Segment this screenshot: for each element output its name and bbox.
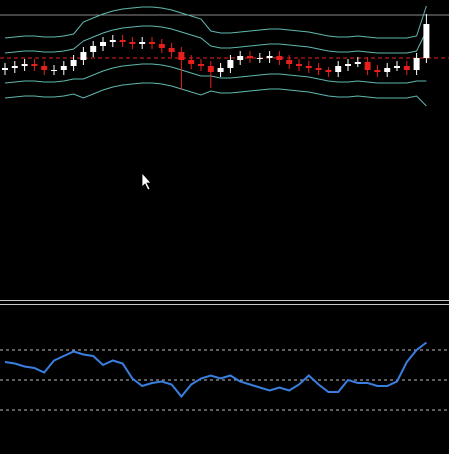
candle-body [129, 42, 136, 44]
candle-body [60, 66, 67, 70]
candle-body [178, 52, 185, 60]
candle-body [286, 60, 293, 64]
candle-body [227, 60, 234, 68]
candle-body [51, 70, 57, 71]
candle-body [198, 64, 204, 66]
candle-body [139, 42, 146, 44]
candle-body [413, 58, 420, 70]
candle-body [21, 64, 28, 66]
candle-body [423, 24, 430, 58]
candle-body [11, 66, 18, 68]
candle-body [325, 70, 332, 72]
candle-body [247, 56, 253, 58]
candle-body [158, 44, 165, 48]
candle-body [364, 62, 371, 70]
oscillator-line [4, 341, 428, 399]
candle-body [207, 66, 214, 72]
candle-body [31, 64, 38, 66]
band-line [4, 5, 427, 39]
mouse-cursor [141, 171, 152, 191]
candle-body [237, 56, 244, 60]
band-line [4, 25, 427, 54]
candle-body [305, 66, 312, 68]
candle-body [100, 42, 106, 46]
candle-body [149, 42, 155, 44]
candle-body [354, 62, 361, 64]
candle-body [345, 64, 351, 66]
candle-body [41, 66, 48, 70]
candle-body [109, 40, 116, 42]
candle-body [394, 66, 400, 68]
candle-body [119, 40, 126, 42]
candle-body [168, 48, 175, 52]
oscillator-panel [0, 341, 449, 411]
candle-body [188, 60, 195, 64]
candle-body [384, 68, 391, 72]
band-line [4, 63, 427, 84]
candle-body [315, 68, 322, 70]
candle-body [256, 58, 263, 59]
candle-body [266, 56, 273, 58]
candle-body [276, 56, 283, 60]
candle-body [335, 66, 342, 72]
candle-body [2, 68, 8, 70]
candle-body [374, 70, 381, 72]
candle-body [296, 64, 302, 66]
candle-body [80, 52, 87, 60]
candle-body [403, 66, 410, 70]
price-panel [0, 5, 449, 107]
candle-body [70, 60, 77, 66]
band-line [4, 82, 427, 107]
candle-body [217, 68, 224, 72]
candle-body [90, 46, 97, 52]
